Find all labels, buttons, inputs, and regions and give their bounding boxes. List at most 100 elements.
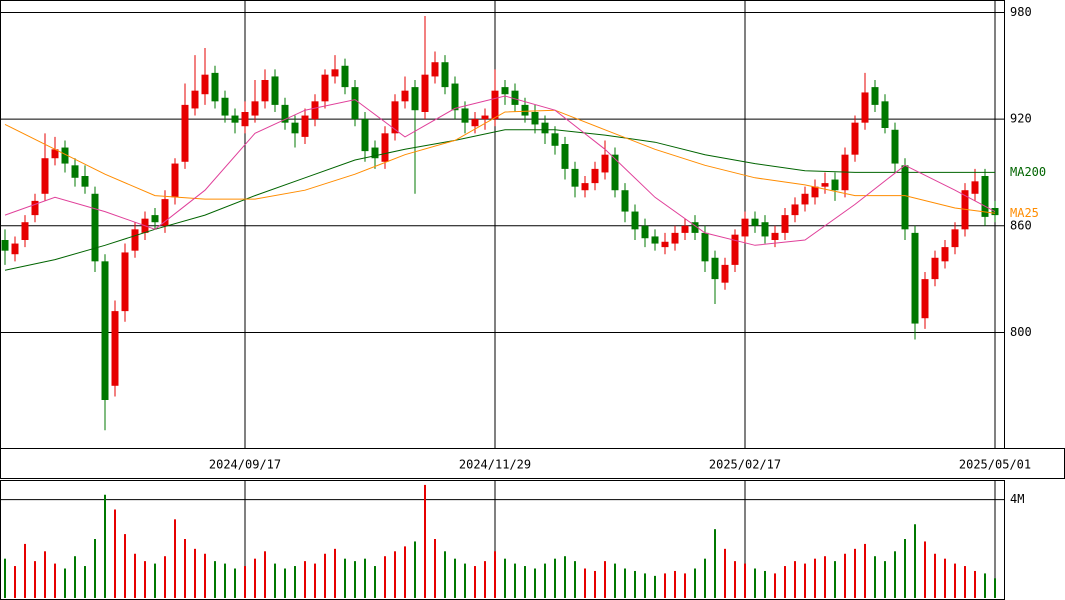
candle-body [641,225,649,239]
candle-body [211,72,219,102]
volume-bar [974,570,976,598]
marks [1,16,999,598]
candle-body [171,163,179,198]
candle-body [661,241,669,248]
candle-body [131,229,139,251]
candle-body [591,168,599,184]
volume-bar [394,551,396,598]
candle-body [321,74,329,102]
volume-bar [104,494,106,598]
candle-body [981,176,989,217]
volume-bar [34,561,36,598]
candle-body [291,122,299,134]
volume-bar [544,563,546,598]
candle-body [371,147,379,159]
volume-bar [824,556,826,598]
volume-bar [734,561,736,598]
volume-bar [14,566,16,598]
volume-bar [574,561,576,598]
candle-body [41,158,49,194]
candle-body [191,90,199,109]
candle-body [771,232,779,240]
y-tick-label: 860 [1010,218,1032,232]
candle-body [401,90,409,102]
candle-body [651,236,659,244]
volume-bar [264,551,266,598]
volume-bar [114,509,116,598]
candle-body [531,112,539,125]
candle-body [281,104,289,123]
volume-bar [794,561,796,598]
candle-body [121,252,129,312]
candle-body [731,234,739,265]
candle-body [111,311,119,386]
ma-label: MA25 [1010,206,1039,220]
candle-body [421,74,429,112]
candle-body [1,240,9,251]
candle-body [621,190,629,212]
volume-bar [694,568,696,598]
volume-bar [174,519,176,598]
candle-body [91,193,99,262]
volume-bar [504,558,506,598]
volume-bar [894,551,896,598]
volume-bar [304,561,306,598]
candle-body [831,179,839,191]
volume-bar [774,573,776,598]
candle-body [201,74,209,95]
volume-bar [954,563,956,598]
x-tick-label: 2025/02/17 [709,458,781,472]
volume-bar [24,543,26,598]
volume-bar [444,551,446,598]
volume-bar [684,573,686,598]
volume-panel [0,480,1005,600]
candle-body [181,104,189,162]
volume-bar [664,573,666,598]
candle-body [31,200,39,216]
candle-body [521,104,529,116]
candle-body [231,115,239,123]
volume-bar [924,541,926,598]
candle-body [541,122,549,134]
y-tick-label: 800 [1010,325,1032,339]
volume-bar [144,561,146,598]
candle-body [721,264,729,283]
volume-bar [94,539,96,598]
volume-bar [764,570,766,598]
volume-bar [944,558,946,598]
candle-body [931,257,939,280]
volume-bar [404,546,406,598]
volume-bar [344,558,346,598]
volume-bar [214,561,216,598]
volume-bar [584,568,586,598]
candle-body [341,65,349,88]
volume-bar [964,566,966,598]
candle-body [501,87,509,95]
volume-bar [634,570,636,598]
candle-body [11,243,19,255]
volume-bar [474,566,476,598]
candle-body [891,129,899,164]
candle-body [161,199,169,226]
candle-body [851,122,859,155]
candle-body [511,90,519,105]
volume-bar [674,570,676,598]
volume-bar [594,570,596,598]
volume-bar [874,556,876,598]
volume-bar [314,563,316,598]
volume-bar [294,566,296,598]
candle-body [811,186,819,198]
candle-body [751,218,759,226]
volume-bar [994,578,996,598]
volume-bar [164,556,166,598]
volume-bar [334,548,336,598]
candle-body [71,165,79,178]
candle-body [671,232,679,244]
volume-bar [414,541,416,598]
candle-body [941,247,949,262]
candle-body [51,149,59,159]
candle-body [481,115,489,120]
volume-bar [934,553,936,598]
candle-body [861,92,869,123]
volume-bar [534,568,536,598]
